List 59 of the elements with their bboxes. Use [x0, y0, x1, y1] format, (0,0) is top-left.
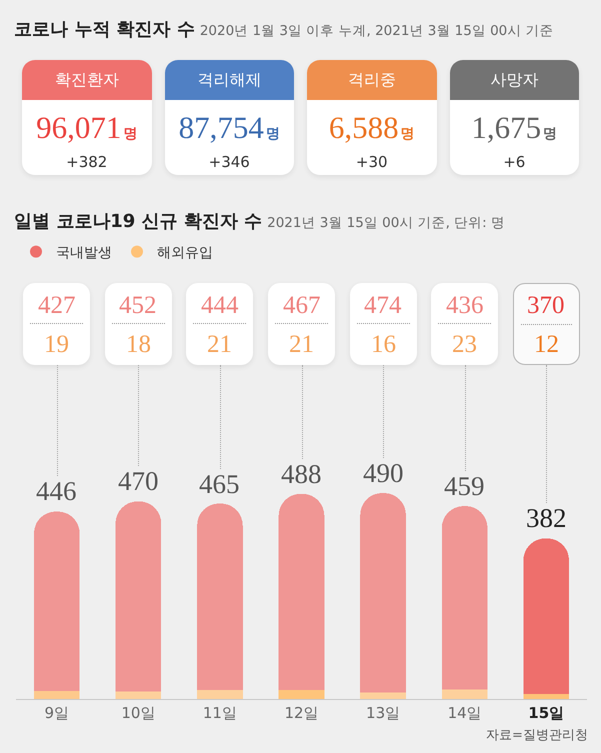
total-label: 488 — [281, 459, 322, 489]
x-tick-label: 14일 — [448, 704, 482, 722]
data-label: 23 — [452, 331, 477, 358]
x-tick-label: 10일 — [121, 704, 156, 722]
data-label: 444 — [201, 292, 239, 319]
bar — [360, 493, 406, 692]
total-label: 490 — [363, 458, 404, 488]
x-tick-label: 9일 — [44, 704, 70, 722]
bar — [278, 494, 324, 690]
total-label: 446 — [36, 476, 76, 506]
data-label: 16 — [371, 331, 396, 358]
x-tick-label: 11일 — [202, 704, 237, 722]
total-label: 459 — [444, 471, 484, 501]
x-tick-label: 15일 — [528, 704, 564, 722]
bar — [278, 690, 324, 699]
data-label: 427 — [38, 292, 76, 319]
data-label: 467 — [283, 292, 320, 319]
card-header: 확진환자 — [22, 60, 152, 100]
legend-label: 해외유입 — [157, 245, 213, 262]
bar — [442, 689, 488, 699]
bar — [197, 504, 243, 690]
x-tick-label: 12일 — [284, 704, 319, 722]
data-label: 370 — [527, 292, 564, 319]
data-label: +346 — [208, 152, 251, 172]
bar — [523, 538, 570, 694]
bar — [34, 691, 80, 699]
x-tick-label: 13일 — [366, 704, 400, 722]
data-label: 19 — [44, 331, 69, 358]
bar — [523, 694, 570, 699]
data-label: 21 — [289, 331, 314, 358]
total-label: 465 — [199, 469, 240, 499]
data-label: +382 — [65, 152, 108, 172]
legend-label: 국내발생 — [56, 245, 112, 262]
data-label: 452 — [119, 292, 156, 319]
bar — [116, 501, 162, 692]
data-label: 21 — [207, 331, 232, 358]
data-label: 436 — [446, 292, 484, 319]
bar — [197, 690, 243, 699]
bar — [34, 512, 80, 692]
text: 2020년 1월 3일 이후 누계, 2021년 3월 15일 00시 기준 — [200, 23, 554, 39]
bar — [360, 692, 406, 699]
text: 자료=질병관리청 — [486, 728, 588, 743]
text: 코로나 누적 확진자 수 — [14, 19, 195, 40]
card-header: 사망자 — [450, 60, 579, 100]
bar — [116, 691, 162, 699]
chart-subtitle: 2021년 3월 15일 00시 기준, 단위: 명 — [267, 215, 506, 231]
total-label: 470 — [118, 466, 158, 496]
data-label: 474 — [364, 292, 402, 319]
card-header: 격리해제 — [164, 60, 294, 100]
data-label: 87,754명 — [178, 110, 280, 145]
bar — [442, 506, 488, 690]
data-label: +30 — [354, 152, 389, 172]
data-label: +6 — [502, 152, 526, 172]
card-header: 격리중 — [307, 60, 436, 100]
data-label: 12 — [534, 331, 559, 358]
chart-title: 일별 코로나19 신규 확진자 수 — [14, 211, 262, 232]
data-label: 18 — [126, 331, 151, 358]
total-label: 382 — [526, 503, 566, 533]
card: 격리해제 87,754명 +346 — [164, 60, 294, 175]
